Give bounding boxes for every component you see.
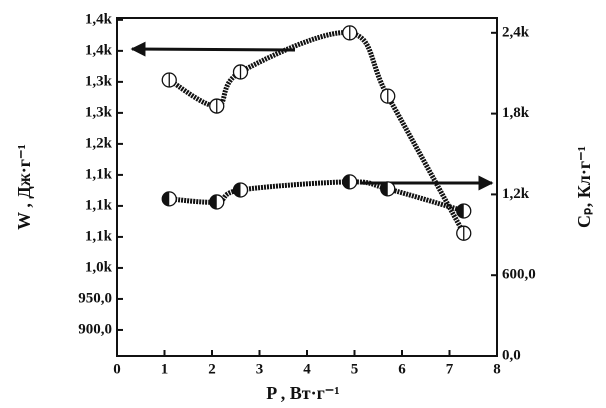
x-tick-label: 4 bbox=[303, 361, 311, 377]
y-tick-label: 1,1k bbox=[85, 197, 113, 213]
data-point bbox=[342, 25, 358, 41]
y2-axis-label: Cₚ, Кл·г⁻¹ bbox=[574, 146, 594, 228]
y2-tick-label: 1,8k bbox=[502, 105, 530, 121]
data-point bbox=[209, 98, 225, 114]
x-tick-label: 0 bbox=[113, 361, 121, 377]
y-tick-label: 1,3k bbox=[85, 104, 113, 120]
y-tick-label: 900,0 bbox=[78, 321, 112, 337]
data-point bbox=[456, 225, 472, 241]
x-tick-label: 5 bbox=[351, 361, 359, 377]
data-point bbox=[380, 181, 396, 197]
y-axis-label: W , Дж·г⁻¹ bbox=[14, 144, 34, 230]
data-point bbox=[456, 203, 472, 219]
y2-tick-label: 0,0 bbox=[502, 347, 521, 363]
data-point bbox=[209, 194, 225, 210]
y2-tick-label: 1,2k bbox=[502, 186, 530, 202]
y-tick-label: 950,0 bbox=[78, 290, 112, 306]
data-point bbox=[161, 191, 177, 207]
marker-half bbox=[456, 203, 464, 218]
x-tick-label: 1 bbox=[161, 361, 169, 377]
x-tick-label: 2 bbox=[208, 361, 216, 377]
data-point bbox=[161, 72, 177, 88]
y-tick-label: 1,1k bbox=[85, 228, 113, 244]
x-tick-label: 8 bbox=[493, 361, 501, 377]
y-tick-label: 1,4k bbox=[85, 11, 113, 27]
arrow bbox=[130, 41, 296, 57]
x-tick-label: 6 bbox=[398, 361, 406, 377]
data-point bbox=[342, 174, 358, 190]
y2-tick-label: 600,0 bbox=[502, 267, 536, 283]
marker-half bbox=[233, 182, 241, 197]
x-tick-label: 7 bbox=[446, 361, 454, 377]
y2-tick-label: 2,4k bbox=[502, 24, 530, 40]
y-tick-label: 1,1k bbox=[85, 166, 113, 182]
marker-half bbox=[209, 194, 217, 209]
y-tick-label: 1,2k bbox=[85, 135, 113, 151]
y-tick-label: 1,3k bbox=[85, 73, 113, 89]
marker-half bbox=[342, 174, 350, 189]
marker-half bbox=[380, 181, 388, 196]
data-point bbox=[232, 182, 249, 198]
marker-half bbox=[162, 191, 170, 206]
x-tick-label: 3 bbox=[256, 361, 264, 377]
y-tick-label: 1,0k bbox=[85, 259, 113, 275]
data-point bbox=[380, 88, 396, 104]
x-axis-label: P , Вт·г⁻¹ bbox=[266, 383, 339, 403]
data-point bbox=[232, 64, 249, 80]
y-tick-label: 1,4k bbox=[85, 42, 113, 58]
